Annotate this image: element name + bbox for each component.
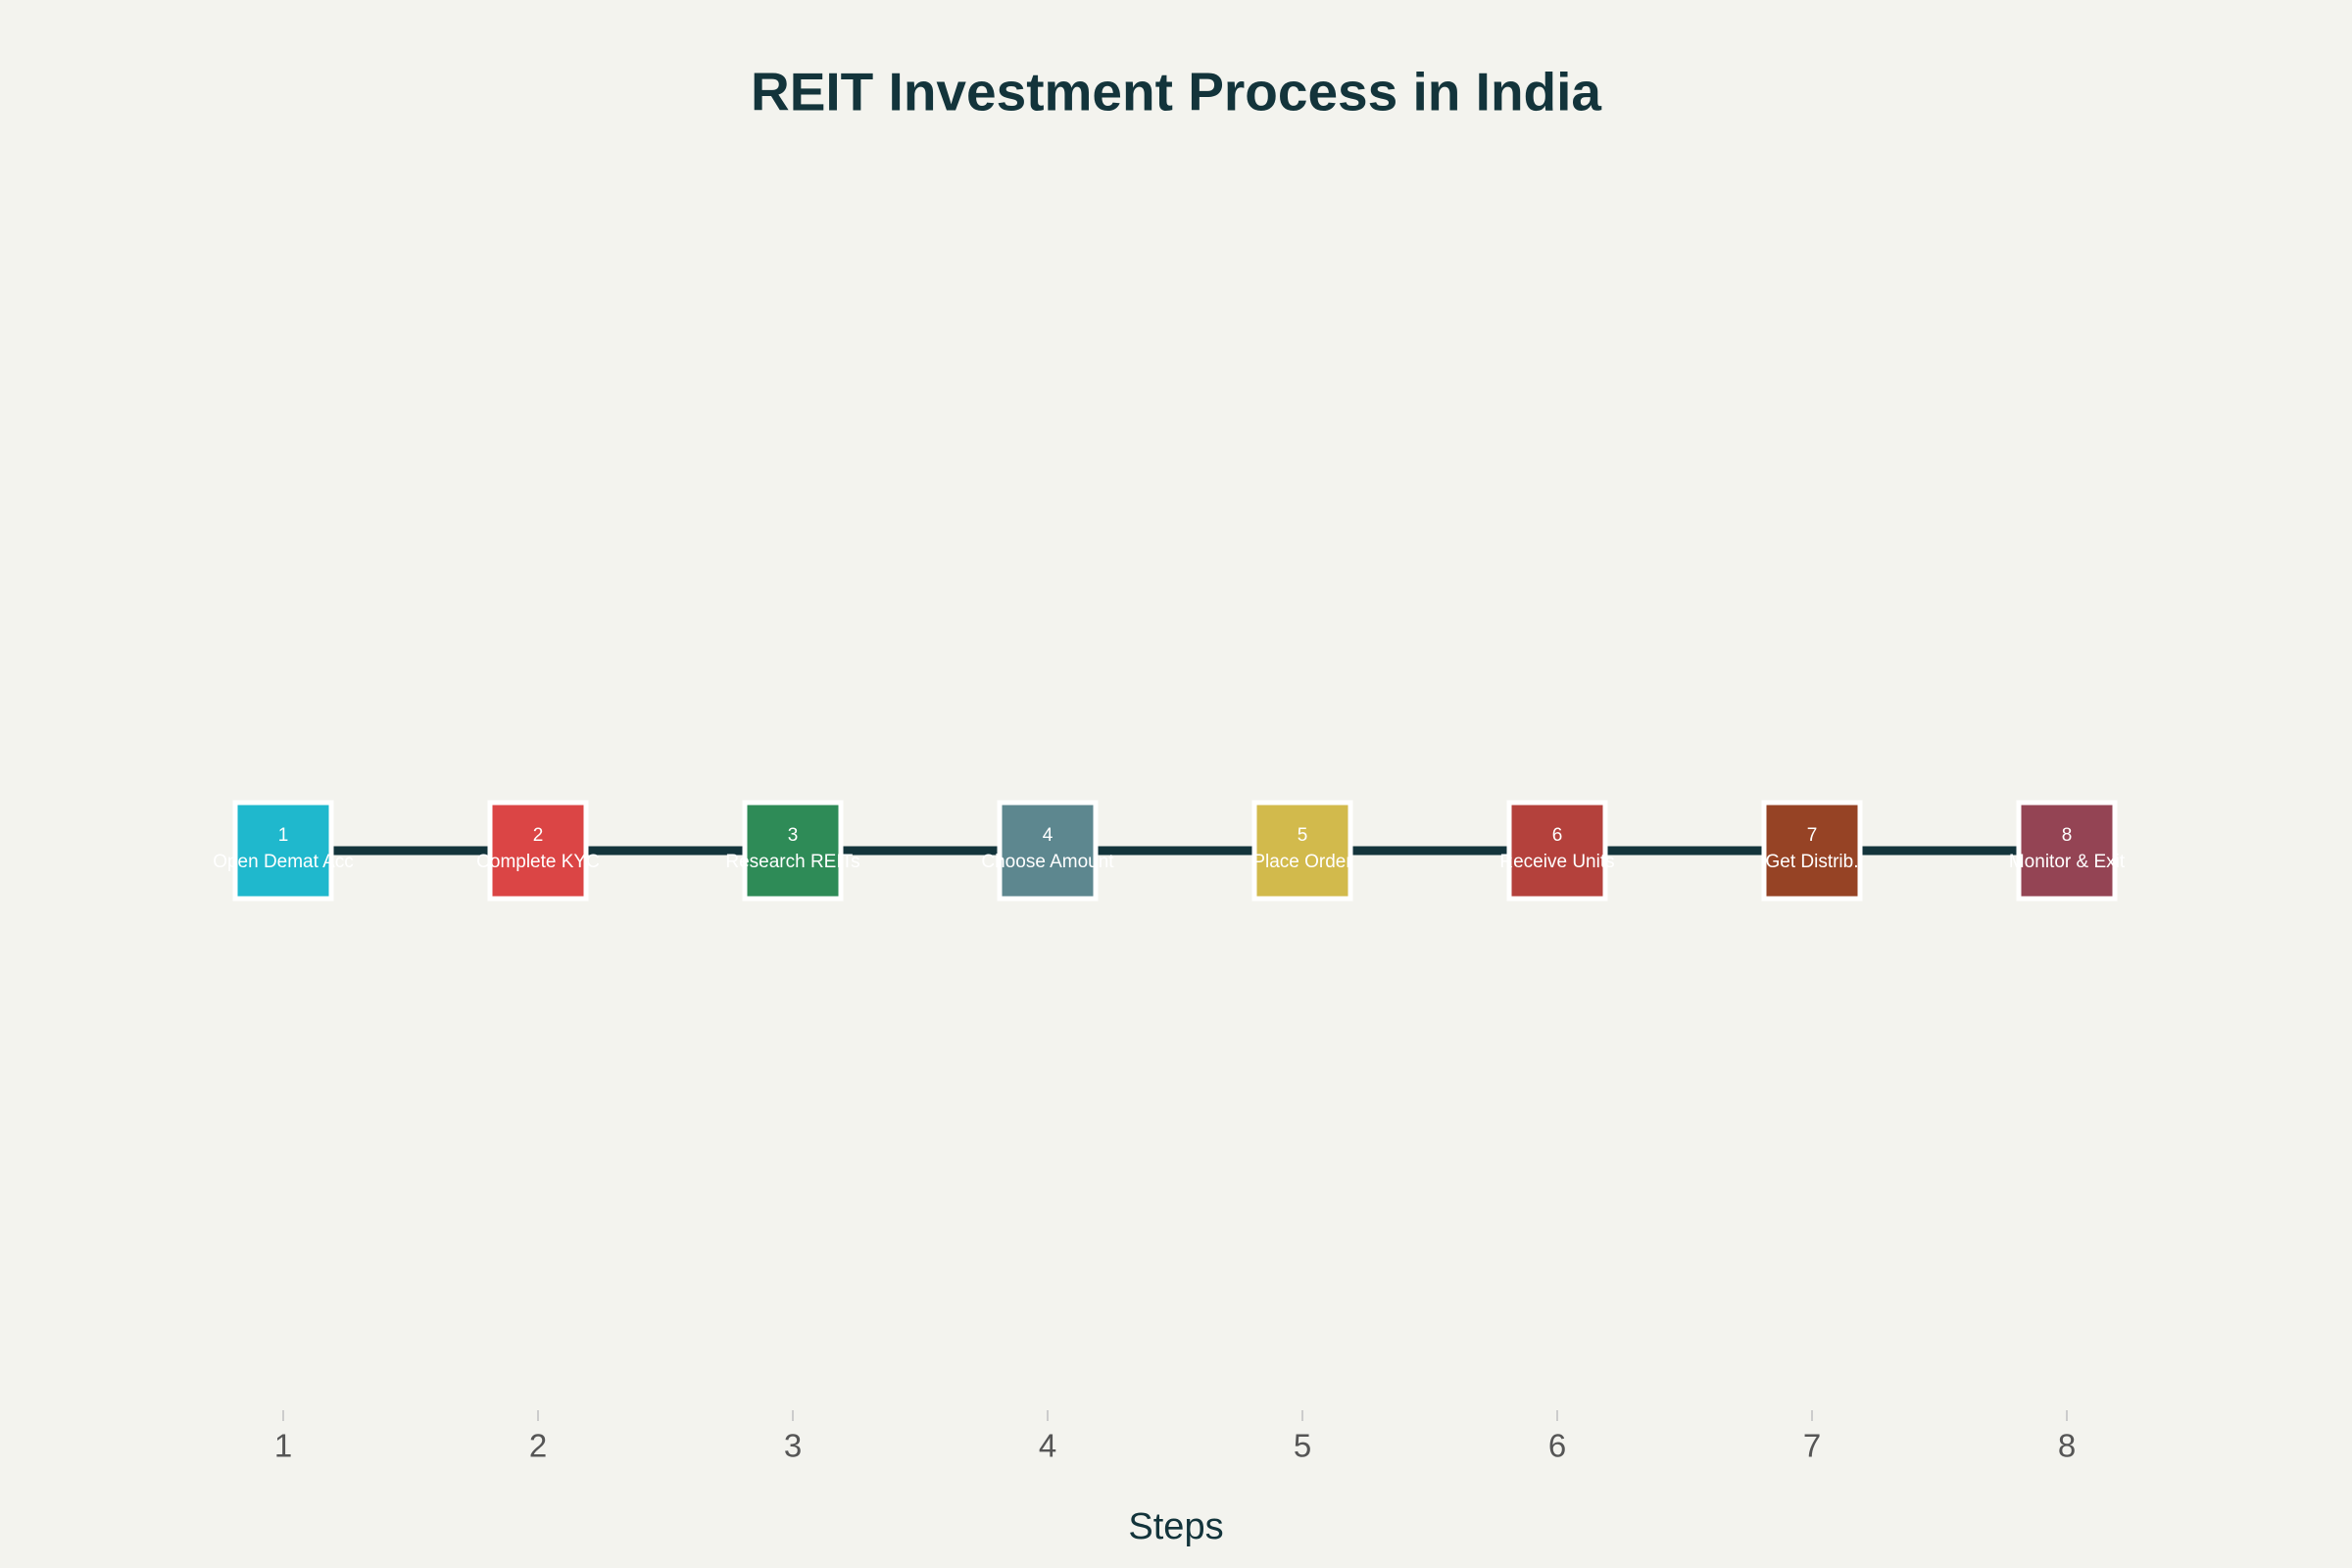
step-marker [742,800,844,902]
x-tick-label: 1 [274,1428,292,1464]
step-label: Monitor & Exit [2009,852,2126,872]
step-label: Complete KYC [476,852,600,872]
chart-title: REIT Investment Process in India [751,62,1601,122]
step-marker [997,800,1099,902]
x-axis-title: Steps [1128,1506,1223,1547]
step-marker [1506,800,1608,902]
step-marker [2016,800,2118,902]
step-number: 4 [1043,825,1054,846]
x-tick-label: 4 [1039,1428,1056,1464]
step-label: Open Demat Acc [213,852,354,872]
x-tick-label: 8 [2058,1428,2076,1464]
step-number: 2 [533,825,544,846]
step-number: 7 [1807,825,1818,846]
step-number: 8 [2062,825,2073,846]
x-tick-label: 5 [1294,1428,1311,1464]
step-marker [1251,800,1353,902]
step-marker [487,800,589,902]
step-number: 3 [788,825,799,846]
step-label: Choose Amount [981,852,1114,872]
step-label: Place Order [1252,852,1352,872]
step-marker [1761,800,1863,902]
step-label: Get Distrib. [1765,852,1858,872]
x-tick-label: 3 [784,1428,802,1464]
step-number: 6 [1552,825,1563,846]
x-tick-label: 6 [1548,1428,1566,1464]
step-label: Receive Units [1499,852,1614,872]
step-marker [232,800,334,902]
x-tick-label: 7 [1803,1428,1821,1464]
x-tick-label: 2 [529,1428,547,1464]
step-number: 1 [278,825,289,846]
step-number: 5 [1298,825,1308,846]
step-label: Research REITs [725,852,859,872]
